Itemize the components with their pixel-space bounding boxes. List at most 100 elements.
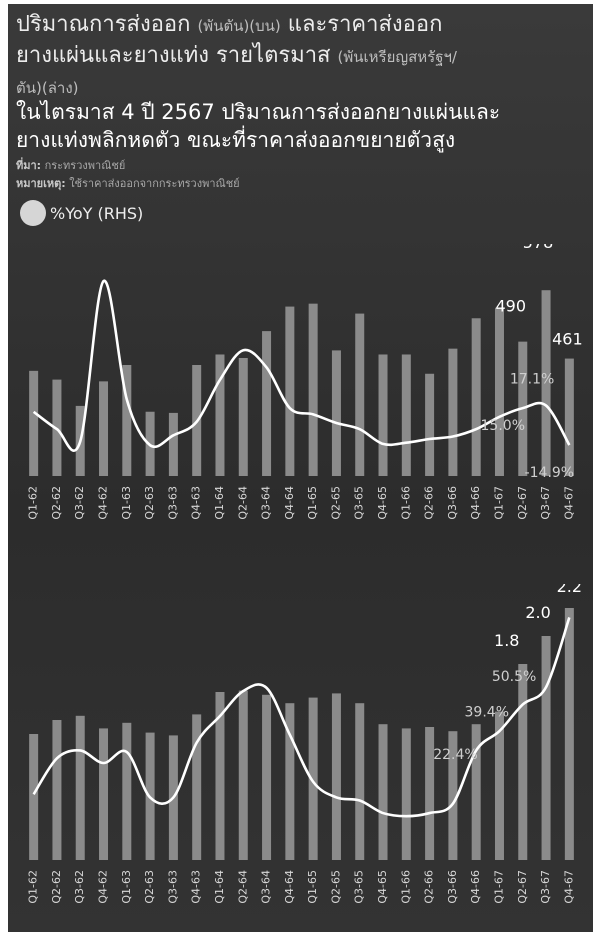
x-tick-label: Q2-62 xyxy=(50,486,63,520)
x-tick-label: Q2-64 xyxy=(236,486,249,520)
bar-Q2-66 xyxy=(425,727,435,860)
x-tick-label: Q4-63 xyxy=(190,486,203,520)
title-line1-main: ปริมาณการส่งออก xyxy=(16,12,191,37)
x-tick-label: Q4-62 xyxy=(97,870,110,904)
bar-Q2-65 xyxy=(331,693,341,860)
bar-Q4-64 xyxy=(285,703,295,860)
x-tick-label: Q3-64 xyxy=(260,870,273,904)
title-line2-unit: (พันเหรียญสหรัฐฯ/ xyxy=(337,48,458,66)
bar-data-label: 1.8 xyxy=(494,631,519,650)
infographic-card: ปริมาณการส่งออก (พันตัน)(บน) และราคาส่งอ… xyxy=(8,4,593,932)
x-tick-label: Q4-64 xyxy=(283,870,296,904)
bar-Q4-66 xyxy=(471,724,481,860)
x-tick-label: Q1-66 xyxy=(399,870,412,904)
bar-Q3-62 xyxy=(75,715,85,860)
bar-Q1-65 xyxy=(308,303,318,476)
line-data-label: 39.4% xyxy=(465,704,509,720)
x-tick-label: Q2-67 xyxy=(516,486,529,520)
x-tick-label: Q3-63 xyxy=(166,870,179,904)
x-tick-label: Q1-67 xyxy=(492,486,505,520)
legend: %YoY (RHS) xyxy=(20,200,143,226)
x-tick-label: Q3-65 xyxy=(353,486,366,520)
subtitle-line2: ยางแท่งพลิกหดตัว ขณะที่ราคาส่งออกขยายตัว… xyxy=(16,128,456,152)
x-tick-label: Q4-67 xyxy=(562,486,575,520)
bar-Q2-67 xyxy=(518,664,528,860)
x-tick-label: Q3-65 xyxy=(353,870,366,904)
line-data-label: 15.0% xyxy=(481,418,525,434)
x-tick-label: Q3-67 xyxy=(539,870,552,904)
yoy-line xyxy=(32,617,571,818)
bar-Q1-64 xyxy=(215,354,225,476)
x-tick-label: Q1-64 xyxy=(213,486,226,520)
legend-swatch xyxy=(20,200,46,226)
line-data-label: -14.9% xyxy=(525,465,575,481)
bar-Q1-63 xyxy=(122,722,132,860)
x-tick-label: Q1-66 xyxy=(399,486,412,520)
x-tick-label: Q4-62 xyxy=(97,486,110,520)
bar-Q1-62 xyxy=(29,734,39,860)
x-tick-label: Q2-65 xyxy=(329,870,342,904)
x-tick-label: Q1-62 xyxy=(27,870,40,904)
x-tick-label: Q2-63 xyxy=(143,870,156,904)
bar-Q4-66 xyxy=(471,318,481,476)
bar-Q1-67 xyxy=(494,307,504,476)
bar-Q3-66 xyxy=(448,731,458,860)
x-tick-label: Q2-67 xyxy=(516,870,529,904)
bar-Q4-62 xyxy=(99,728,109,860)
bar-Q4-65 xyxy=(378,724,388,860)
bar-Q4-67 xyxy=(564,608,574,860)
bar-data-label: 578 xyxy=(523,244,554,252)
bar-Q4-67 xyxy=(564,358,574,476)
bar-Q3-65 xyxy=(355,703,365,860)
x-tick-label: Q4-66 xyxy=(469,870,482,904)
bar-Q1-64 xyxy=(215,692,225,860)
title-line2-main: ยางแผ่นและยางแท่ง รายไตรมาส xyxy=(16,43,331,68)
bar-data-label: 2.0 xyxy=(525,603,550,622)
chart-title: ปริมาณการส่งออก (พันตัน)(บน) และราคาส่งอ… xyxy=(16,10,586,103)
x-tick-label: Q4-66 xyxy=(469,486,482,520)
x-tick-label: Q2-65 xyxy=(329,486,342,520)
x-tick-label: Q3-64 xyxy=(260,486,273,520)
bar-Q1-66 xyxy=(401,354,411,476)
bar-Q3-67 xyxy=(541,636,551,860)
x-tick-label: Q4-63 xyxy=(190,870,203,904)
x-tick-label: Q1-65 xyxy=(306,486,319,520)
export-volume-chart: Q1-62 Q2-62 Q3-62 Q4-62 Q1-63 Q2-63 Q3-63 Q4-63… xyxy=(27,244,583,520)
export-price-chart: Q1-62 Q2-62 Q3-62 Q4-62 Q1-63 Q2-63 Q3-63 Q4-63… xyxy=(27,584,582,904)
bar-Q4-63 xyxy=(192,714,202,860)
bar-data-label: 2.2 xyxy=(557,584,582,596)
bar-Q1-63 xyxy=(122,365,132,476)
bar-Q1-67 xyxy=(494,711,504,860)
title-line1-rest: และราคาส่งออก xyxy=(287,12,443,37)
x-tick-label: Q1-65 xyxy=(306,870,319,904)
x-tick-label: Q1-63 xyxy=(120,486,133,520)
bar-Q3-67 xyxy=(541,290,551,476)
x-tick-label: Q4-67 xyxy=(562,870,575,904)
title-line1-unit: (พันตัน)(บน) xyxy=(197,17,281,35)
x-tick-label: Q2-66 xyxy=(423,870,436,904)
x-tick-label: Q3-62 xyxy=(73,870,86,904)
remark-text: ใช้ราคาส่งออกจากกระทรวงพาณิชย์ xyxy=(69,177,240,190)
yoy-line xyxy=(32,279,571,452)
bar-Q2-65 xyxy=(331,350,341,476)
x-tick-label: Q4-65 xyxy=(376,486,389,520)
x-tick-label: Q3-66 xyxy=(446,486,459,520)
chart-subtitle: ในไตรมาส 4 ปี 2567 ปริมาณการส่งออกยางแผ่… xyxy=(16,98,586,154)
bar-Q3-65 xyxy=(355,313,365,476)
x-tick-label: Q4-64 xyxy=(283,486,296,520)
source-note: ที่มา: กระทรวงพาณิชย์ xyxy=(16,156,125,174)
bar-Q1-66 xyxy=(401,728,411,860)
x-tick-label: Q2-64 xyxy=(236,870,249,904)
title-line3-unit: ตัน)(ล่าง) xyxy=(16,79,79,97)
bar-Q3-64 xyxy=(262,331,272,476)
source-text: กระทรวงพาณิชย์ xyxy=(44,159,126,172)
x-tick-label: Q1-63 xyxy=(120,870,133,904)
line-data-label: 22.4% xyxy=(433,747,477,763)
legend-label: %YoY (RHS) xyxy=(50,203,144,223)
x-tick-label: Q1-64 xyxy=(213,870,226,904)
bar-Q3-64 xyxy=(262,694,272,860)
x-tick-label: Q2-63 xyxy=(143,486,156,520)
source-label: ที่มา: xyxy=(16,159,42,172)
bar-Q1-62 xyxy=(29,370,39,476)
bar-Q2-66 xyxy=(425,373,435,476)
